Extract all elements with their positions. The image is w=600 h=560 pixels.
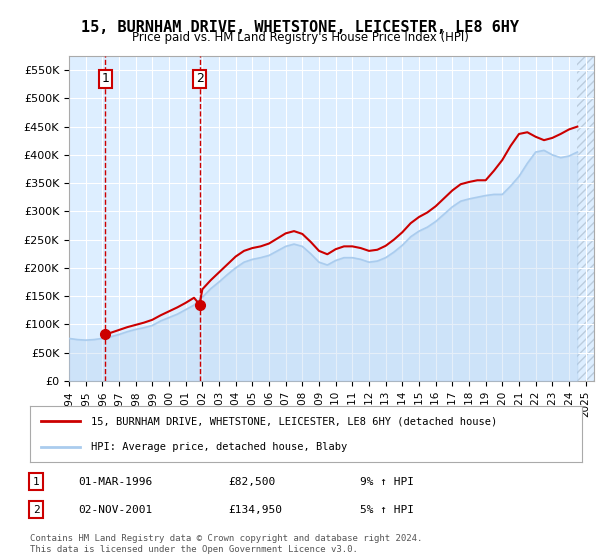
Text: This data is licensed under the Open Government Licence v3.0.: This data is licensed under the Open Gov… [30,545,358,554]
Text: Price paid vs. HM Land Registry's House Price Index (HPI): Price paid vs. HM Land Registry's House … [131,31,469,44]
Text: 15, BURNHAM DRIVE, WHETSTONE, LEICESTER, LE8 6HY: 15, BURNHAM DRIVE, WHETSTONE, LEICESTER,… [81,20,519,35]
Text: HPI: Average price, detached house, Blaby: HPI: Average price, detached house, Blab… [91,442,347,452]
Text: £134,950: £134,950 [228,505,282,515]
Bar [577,56,594,381]
Text: 2: 2 [32,505,40,515]
Text: £82,500: £82,500 [228,477,275,487]
Text: 1: 1 [32,477,40,487]
Text: 5% ↑ HPI: 5% ↑ HPI [360,505,414,515]
Text: 1: 1 [101,72,109,85]
Text: 15, BURNHAM DRIVE, WHETSTONE, LEICESTER, LE8 6HY (detached house): 15, BURNHAM DRIVE, WHETSTONE, LEICESTER,… [91,416,497,426]
Text: 2: 2 [196,72,203,85]
Text: 01-MAR-1996: 01-MAR-1996 [78,477,152,487]
Text: 9% ↑ HPI: 9% ↑ HPI [360,477,414,487]
Text: Contains HM Land Registry data © Crown copyright and database right 2024.: Contains HM Land Registry data © Crown c… [30,534,422,543]
Text: 02-NOV-2001: 02-NOV-2001 [78,505,152,515]
